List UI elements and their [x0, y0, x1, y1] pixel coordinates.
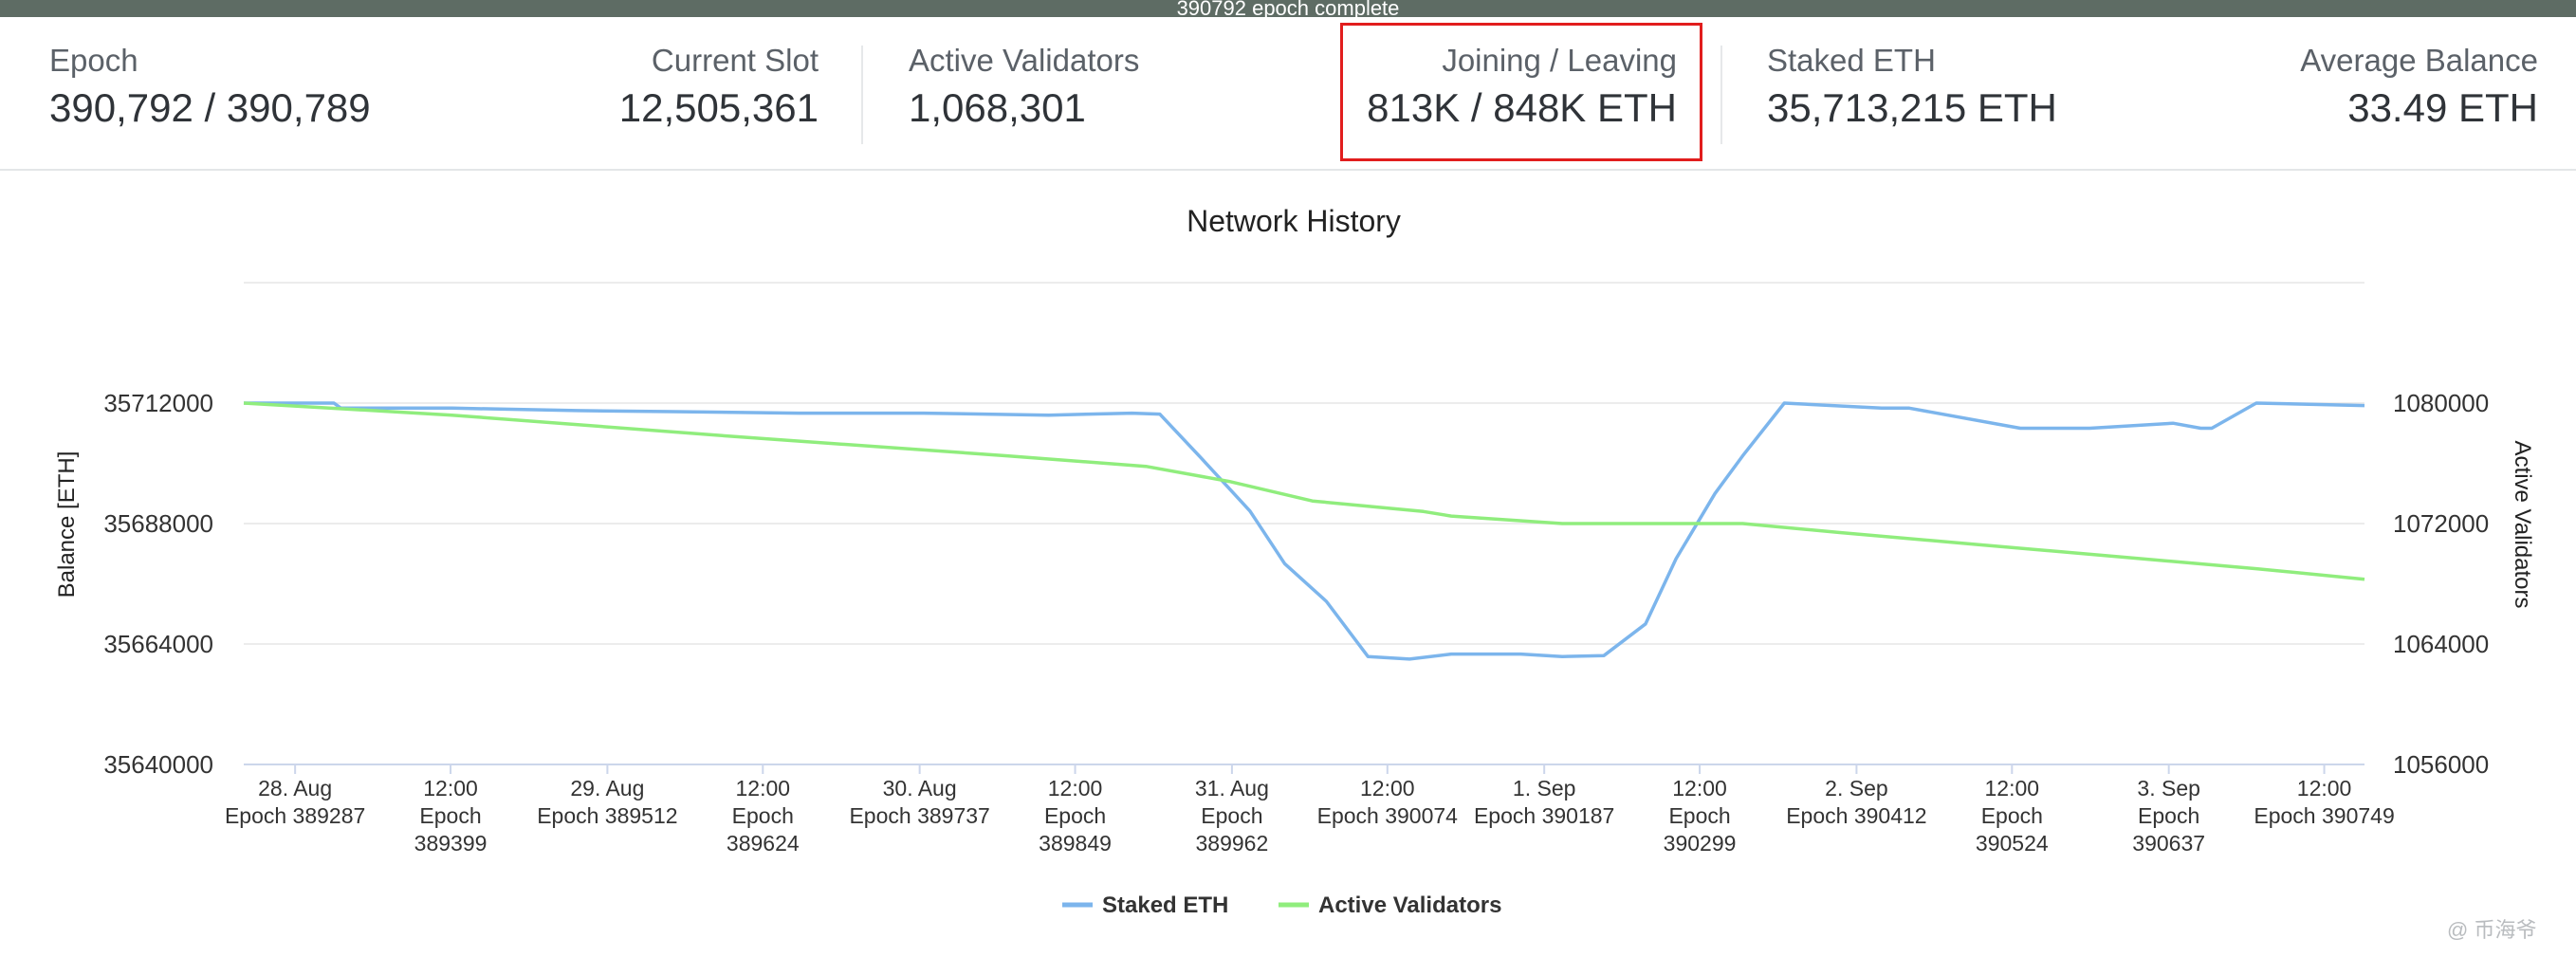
stat-average-balance-value: 33.49 ETH	[2347, 85, 2538, 130]
y-tick-label: 35640000	[103, 750, 213, 779]
network-history-chart: Network History Balance [ETH] Active Val…	[0, 171, 2576, 952]
x-tick-label: Epoch 390412	[1786, 803, 1926, 828]
stats-divider	[861, 46, 863, 144]
x-tick-label: 29. Aug	[570, 776, 644, 801]
x-tick-label: Epoch 390749	[2254, 803, 2394, 828]
grid-lines	[244, 282, 2364, 765]
x-tick-label: Epoch	[1668, 803, 1730, 828]
y2-tick-label: 1064000	[2393, 630, 2489, 658]
stat-joining-leaving: Joining / Leaving 813K / 848K ETH	[1367, 42, 1677, 133]
y-axis-label: Balance [ETH]	[54, 451, 80, 598]
x-tick-label: 12:00	[1672, 776, 1727, 801]
x-tick-label: 12:00	[1985, 776, 2040, 801]
series-staked-eth-line	[244, 401, 2365, 661]
stat-average-balance: Average Balance 33.49 ETH	[2300, 42, 2538, 133]
x-tick-label: 12:00	[736, 776, 791, 801]
stat-current-slot-value[interactable]: 12,505,361	[618, 85, 819, 130]
chart-title: Network History	[1187, 204, 1401, 238]
y-axis-ticks: 35640000 35664000 35688000 35712000	[103, 389, 213, 779]
joining-leaving-highlight-box	[1340, 23, 1702, 161]
stat-average-balance-label: Average Balance	[2300, 43, 2538, 78]
x-tick-label: Epoch 389737	[849, 803, 989, 828]
x-tick-label: Epoch 389287	[225, 803, 365, 828]
epoch-status-text: 390792 epoch complete	[1176, 0, 1400, 17]
stat-current-slot: Current Slot 12,505,361	[619, 42, 819, 133]
stats-divider	[1720, 46, 1722, 144]
x-tick-label: Epoch	[1201, 803, 1262, 828]
stat-joining-leaving-value: 813K / 848K ETH	[1367, 85, 1677, 130]
x-tick-label: Epoch	[1044, 803, 1106, 828]
series-lines	[243, 401, 2365, 661]
x-tick-label: 390299	[1664, 831, 1737, 856]
legend-staked-label[interactable]: Staked ETH	[1102, 893, 1228, 918]
y2-axis-label: Active Validators	[2510, 441, 2535, 609]
legend-validators-label[interactable]: Active Validators	[1318, 893, 1501, 918]
x-tick-label: 1. Sep	[1513, 776, 1576, 801]
epoch-status-bar: 390792 epoch complete	[0, 0, 2576, 17]
stat-epoch-label: Epoch	[49, 43, 138, 78]
x-tick-label: 12:00	[1360, 776, 1415, 801]
x-tick-label: Epoch 390074	[1317, 803, 1459, 828]
x-tick-label: Epoch 389512	[537, 803, 677, 828]
y2-tick-label: 1056000	[2393, 750, 2489, 779]
stat-epoch: Epoch 390,792 / 390,789	[49, 42, 371, 133]
stat-staked-eth-label: Staked ETH	[1767, 43, 1936, 78]
x-tick-label: Epoch	[1981, 803, 2043, 828]
y-tick-label: 35712000	[103, 389, 213, 417]
x-tick-label: Epoch	[732, 803, 794, 828]
x-tick-label: 390637	[2132, 831, 2205, 856]
stat-epoch-value[interactable]: 390,792 / 390,789	[49, 85, 371, 130]
x-tick-label: 30. Aug	[883, 776, 957, 801]
x-tick-label: Epoch 390187	[1474, 803, 1614, 828]
x-tick-label: 12:00	[423, 776, 478, 801]
x-tick-label: Epoch	[419, 803, 481, 828]
x-tick-label: 12:00	[1048, 776, 1103, 801]
stat-staked-eth-value: 35,713,215 ETH	[1767, 85, 2057, 130]
x-tick-label: 389962	[1196, 831, 1269, 856]
x-tick-label: 12:00	[2297, 776, 2352, 801]
y-tick-label: 35664000	[103, 630, 213, 658]
stat-active-validators-label: Active Validators	[909, 43, 1140, 78]
x-tick-label: 389849	[1039, 831, 1112, 856]
y2-tick-label: 1072000	[2393, 509, 2489, 538]
stat-joining-leaving-label: Joining / Leaving	[1442, 43, 1677, 78]
x-tick-label: 3. Sep	[2137, 776, 2200, 801]
stat-current-slot-label: Current Slot	[651, 43, 819, 78]
chart-legend: Staked ETH Active Validators	[1062, 893, 1501, 918]
x-tick-label: 389399	[414, 831, 488, 856]
x-tick-label: 28. Aug	[258, 776, 332, 801]
x-tick-label: 31. Aug	[1195, 776, 1269, 801]
y2-tick-label: 1080000	[2393, 389, 2489, 417]
chart-svg: Network History Balance [ETH] Active Val…	[54, 204, 2535, 918]
x-tick-label: 2. Sep	[1825, 776, 1888, 801]
stat-staked-eth: Staked ETH 35,713,215 ETH	[1767, 42, 2057, 133]
stat-active-validators: Active Validators 1,068,301	[909, 42, 1139, 133]
y-tick-label: 35688000	[103, 509, 213, 538]
stat-active-validators-value: 1,068,301	[909, 85, 1086, 130]
x-tick-label: 390524	[1976, 831, 2049, 856]
watermark: @ 币海爷	[2447, 918, 2537, 942]
x-tick-label: Epoch	[2138, 803, 2199, 828]
x-tick-label: 389624	[727, 831, 800, 856]
y2-axis-ticks: 1056000 1064000 1072000 1080000	[2393, 389, 2489, 779]
series-active-validators-line	[243, 401, 2365, 581]
stats-bar: Epoch 390,792 / 390,789 Current Slot 12,…	[0, 17, 2576, 171]
